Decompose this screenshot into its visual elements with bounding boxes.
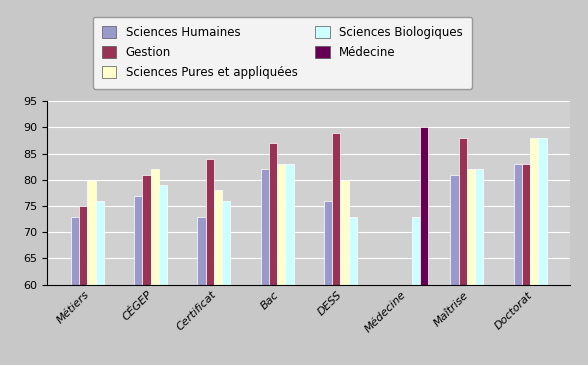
Bar — [206, 159, 214, 285]
Bar — [420, 127, 428, 285]
Bar — [340, 180, 349, 285]
Bar — [412, 216, 420, 285]
Bar — [260, 169, 269, 285]
Bar — [459, 138, 467, 285]
Bar — [95, 201, 103, 285]
Bar — [222, 201, 230, 285]
Bar — [214, 190, 222, 285]
Bar — [198, 216, 206, 285]
Bar — [530, 138, 539, 285]
Bar — [285, 164, 293, 285]
Bar — [450, 174, 459, 285]
Bar — [332, 132, 340, 285]
Bar — [324, 201, 332, 285]
Bar — [522, 164, 530, 285]
Bar — [87, 180, 95, 285]
Bar — [269, 143, 277, 285]
Bar — [134, 196, 142, 285]
Bar — [475, 169, 483, 285]
Bar — [151, 169, 159, 285]
Bar — [71, 216, 79, 285]
Bar — [159, 185, 167, 285]
Bar — [142, 174, 151, 285]
Legend: Sciences Humaines, Gestion, Sciences Pures et appliquées, Sciences Biologiques, : Sciences Humaines, Gestion, Sciences Pur… — [93, 16, 472, 89]
Bar — [349, 216, 357, 285]
Bar — [79, 206, 87, 285]
Bar — [467, 169, 475, 285]
Bar — [539, 138, 547, 285]
Bar — [277, 164, 285, 285]
Bar — [514, 164, 522, 285]
